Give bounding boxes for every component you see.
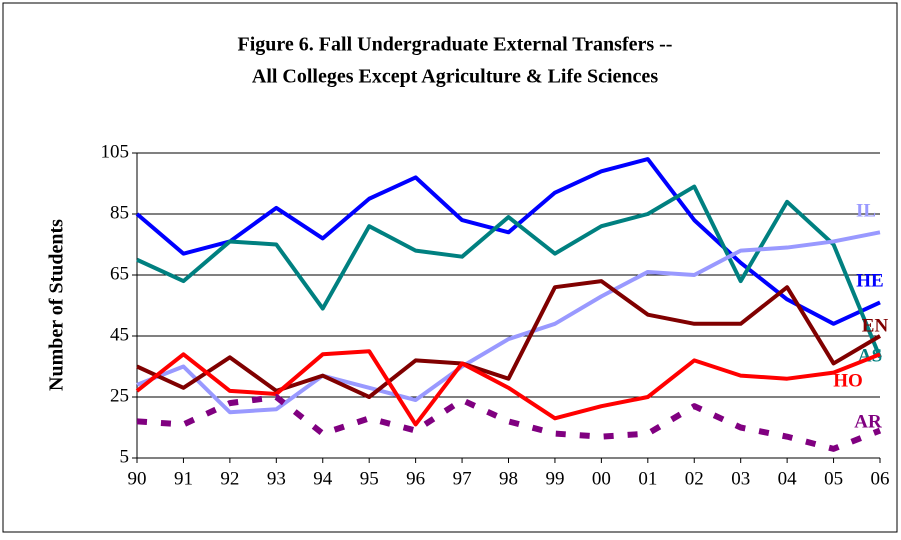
chart-title: Figure 6. Fall Undergraduate External Tr… bbox=[238, 34, 673, 56]
y-tick-label: 105 bbox=[101, 141, 130, 162]
x-tick-label: 98 bbox=[499, 468, 518, 489]
series-line bbox=[136, 279, 882, 399]
series-line bbox=[136, 230, 881, 415]
series-label: HE bbox=[856, 270, 883, 291]
x-tick-label: 92 bbox=[220, 468, 239, 489]
x-tick-label: 97 bbox=[453, 468, 472, 489]
x-tick-label: 01 bbox=[638, 468, 657, 489]
x-tick-label: 04 bbox=[778, 468, 798, 489]
y-axis-label: Number of Students bbox=[46, 219, 68, 391]
x-tick-label: 99 bbox=[545, 468, 564, 489]
y-tick-label: 25 bbox=[110, 385, 129, 406]
x-tick-label: 96 bbox=[406, 468, 425, 489]
y-tick-label: 45 bbox=[110, 324, 129, 345]
series-line bbox=[136, 394, 882, 452]
x-tick-label: 95 bbox=[360, 468, 379, 489]
series-label: IL bbox=[856, 200, 876, 221]
series-line bbox=[136, 184, 882, 359]
y-tick-label: 85 bbox=[110, 202, 129, 223]
series-line bbox=[135, 349, 881, 427]
x-tick-label: 93 bbox=[267, 468, 286, 489]
x-tick-label: 90 bbox=[128, 468, 147, 489]
x-tick-label: 06 bbox=[871, 468, 890, 489]
series-label: EN bbox=[862, 315, 889, 336]
series-label: HO bbox=[833, 370, 863, 391]
series-label: AR bbox=[854, 411, 882, 432]
x-tick-label: 03 bbox=[731, 468, 750, 489]
x-tick-label: 91 bbox=[174, 468, 193, 489]
x-tick-label: 00 bbox=[592, 468, 611, 489]
y-tick-label: 5 bbox=[120, 446, 130, 467]
y-tick-label: 65 bbox=[110, 263, 129, 284]
series-line bbox=[135, 157, 881, 326]
chart-title: All Colleges Except Agriculture & Life S… bbox=[252, 66, 658, 88]
x-tick-label: 94 bbox=[313, 468, 333, 489]
x-tick-label: 02 bbox=[685, 468, 704, 489]
x-tick-label: 05 bbox=[824, 468, 843, 489]
